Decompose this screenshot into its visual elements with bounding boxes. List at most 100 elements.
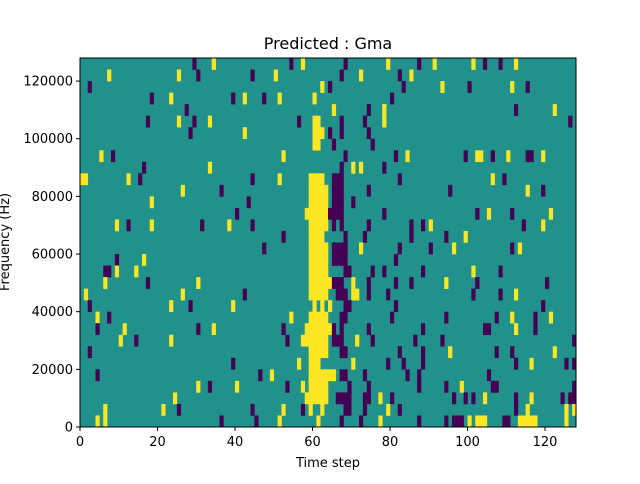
heatmap-cell-yellow <box>328 277 333 289</box>
heatmap-cell-yellow <box>517 242 523 255</box>
heatmap-cell-yellow <box>382 104 387 116</box>
heatmap-cell-yellow <box>359 161 364 174</box>
heatmap-cell-yellow <box>308 242 313 255</box>
heatmap-cell-yellow <box>510 81 515 93</box>
heatmap-cell-purple <box>339 254 344 266</box>
heatmap-cell-purple <box>95 323 100 336</box>
heatmap-cell-purple <box>254 415 259 428</box>
heatmap-cell-purple <box>188 127 193 140</box>
heatmap-cell-purple <box>331 242 337 255</box>
heatmap-cell-yellow <box>103 277 108 289</box>
heatmap-cell-yellow <box>328 300 333 312</box>
heatmap-cell-yellow <box>428 219 433 232</box>
heatmap-cell-purple <box>335 184 340 197</box>
heatmap-cell-purple <box>386 357 391 370</box>
heatmap-cell-yellow <box>312 92 317 105</box>
heatmap-cell-yellow <box>95 415 100 428</box>
heatmap-cell-purple <box>366 288 371 301</box>
heatmap-cell-purple <box>335 254 340 266</box>
heatmap-cell-yellow <box>331 104 337 116</box>
heatmap-cell-yellow <box>316 219 321 232</box>
heatmap-cell-purple <box>328 207 333 220</box>
heatmap-cell-yellow <box>227 219 232 232</box>
heatmap-cell-yellow <box>281 403 286 416</box>
heatmap-cell-purple <box>568 392 573 405</box>
heatmap-cell-yellow <box>320 369 325 382</box>
heatmap-cell-yellow <box>320 288 325 301</box>
heatmap-cell-yellow <box>312 346 317 359</box>
heatmap-cell-purple <box>529 150 534 163</box>
heatmap-cell-yellow <box>552 346 557 359</box>
heatmap-cell-purple <box>393 300 399 312</box>
heatmap-cell-purple <box>494 346 499 359</box>
heatmap-cell-purple <box>126 219 131 232</box>
heatmap-cell-purple <box>362 392 368 405</box>
heatmap-cell-yellow <box>312 242 317 255</box>
heatmap-cell-yellow <box>320 277 325 289</box>
x-tick-label: 20 <box>149 435 166 450</box>
heatmap-cell-purple <box>514 403 519 416</box>
heatmap-cell-purple <box>145 115 151 128</box>
heatmap-cell-purple <box>103 265 108 278</box>
heatmap-cell-purple <box>343 265 348 278</box>
heatmap-cell-yellow <box>351 357 356 370</box>
heatmap-cell-purple <box>339 415 344 428</box>
heatmap-cell-yellow <box>114 265 120 278</box>
heatmap-cell-yellow <box>211 58 216 70</box>
heatmap-cell-yellow <box>328 323 333 336</box>
heatmap-cell-yellow <box>312 196 317 209</box>
heatmap-cell-purple <box>246 196 251 209</box>
heatmap-cells <box>80 58 577 428</box>
heatmap-cell-purple <box>401 81 406 93</box>
heatmap-cell-yellow <box>514 288 519 301</box>
heatmap-cell-purple <box>405 369 410 382</box>
heatmap-cell-yellow <box>490 173 495 186</box>
heatmap-cell-purple <box>486 323 492 336</box>
heatmap-cell-yellow <box>308 265 313 278</box>
heatmap-cell-purple <box>397 69 402 82</box>
heatmap-cell-purple <box>514 392 519 405</box>
heatmap-cell-yellow <box>308 346 313 359</box>
heatmap-cell-yellow <box>316 254 321 266</box>
heatmap-cell-purple <box>331 323 337 336</box>
heatmap-cell-purple <box>285 380 290 393</box>
heatmap-cell-yellow <box>324 219 329 232</box>
x-axis-label: Time step <box>295 456 360 471</box>
heatmap-cell-yellow <box>316 138 321 151</box>
heatmap-cell-yellow <box>463 230 468 243</box>
heatmap-cell-yellow <box>308 173 313 186</box>
heatmap-cell-yellow <box>312 369 317 382</box>
heatmap-cell-purple <box>196 323 201 336</box>
heatmap-cell-purple <box>331 277 337 289</box>
heatmap-cell-purple <box>289 58 294 70</box>
heatmap-cell-yellow <box>312 184 317 197</box>
heatmap-cell-yellow <box>386 58 391 70</box>
heatmap-cell-yellow <box>471 58 476 70</box>
heatmap-cell-yellow <box>308 230 313 243</box>
heatmap-cell-yellow <box>324 207 329 220</box>
heatmap-cell-purple <box>339 369 344 382</box>
heatmap-cell-yellow <box>324 277 329 289</box>
heatmap-cell-yellow <box>95 311 100 324</box>
heatmap-cell-yellow <box>467 415 472 428</box>
heatmap-cell-yellow <box>304 392 309 405</box>
heatmap-cell-purple <box>525 150 530 163</box>
heatmap-cell-purple <box>397 242 402 255</box>
heatmap-cell-purple <box>390 311 395 324</box>
heatmap-cell-yellow <box>320 403 325 416</box>
heatmap-cell-yellow <box>355 334 360 347</box>
heatmap-cell-purple <box>87 346 92 359</box>
heatmap-cell-yellow <box>533 415 538 428</box>
heatmap-cell-yellow <box>308 207 313 220</box>
heatmap-cell-purple <box>452 392 457 405</box>
heatmap-cell-purple <box>401 357 406 370</box>
heatmap-cell-yellow <box>521 415 526 428</box>
heatmap-cell-purple <box>370 334 375 347</box>
heatmap-cell-purple <box>231 92 236 105</box>
heatmap-cell-yellow <box>312 127 317 140</box>
heatmap-cell-yellow <box>564 415 569 428</box>
heatmap-cell-yellow <box>169 300 174 312</box>
heatmap-cell-purple <box>331 184 337 197</box>
heatmap-cell-purple <box>494 311 499 324</box>
